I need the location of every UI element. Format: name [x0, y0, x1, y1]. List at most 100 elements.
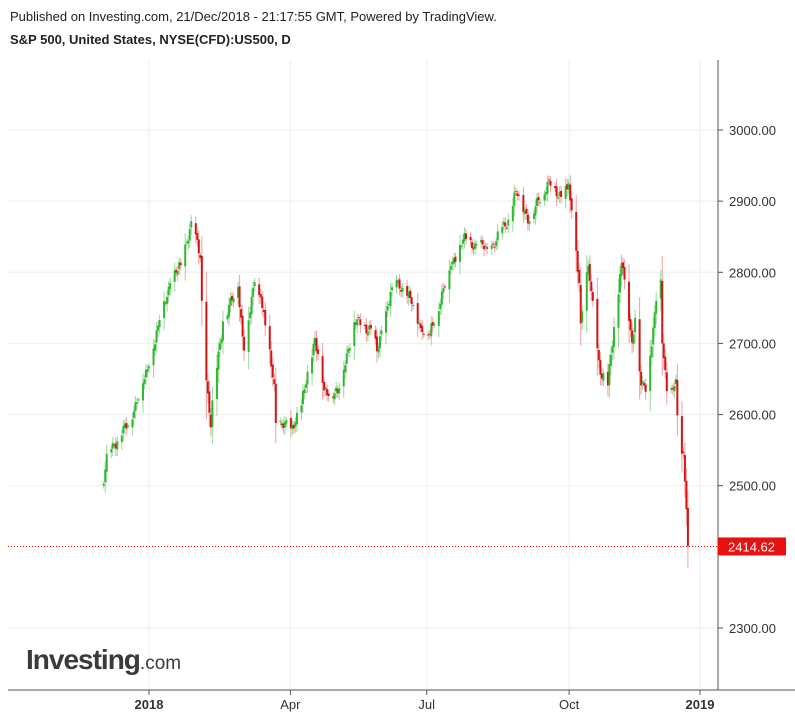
x-tick-label: 2019 — [686, 697, 715, 712]
candle-body — [190, 221, 193, 228]
candle-body — [628, 281, 631, 321]
candle-body — [270, 350, 273, 367]
candle-body — [564, 186, 567, 200]
candle-body — [484, 245, 487, 248]
candle-body — [211, 400, 214, 427]
candle-body — [600, 373, 603, 379]
candle-body — [585, 272, 588, 311]
candle-body — [475, 244, 478, 246]
candle-body — [526, 214, 529, 224]
candle-body — [259, 294, 262, 298]
candle-body — [620, 263, 623, 277]
candle-body — [354, 322, 357, 325]
candle-body — [247, 320, 250, 352]
candle-body — [454, 256, 457, 262]
candle-body — [104, 469, 107, 482]
candle-body — [241, 315, 244, 337]
logo-wordmark: Investing — [26, 644, 141, 675]
candle-body — [401, 287, 404, 292]
candle-body — [176, 270, 179, 275]
candle-body — [609, 354, 612, 366]
candle-body — [537, 196, 540, 201]
candle-body — [135, 402, 138, 404]
candle-body — [528, 221, 531, 225]
candle-body — [306, 371, 309, 385]
candle-body — [407, 291, 410, 298]
candle-body — [685, 481, 688, 510]
candle-body — [158, 320, 161, 328]
candle-body — [196, 233, 199, 240]
candle-body — [567, 183, 570, 190]
candle-body — [378, 336, 381, 348]
candle-body — [578, 269, 581, 283]
candle-body — [443, 286, 446, 288]
candle-body — [534, 206, 537, 216]
candle-body — [469, 236, 472, 241]
candle-body — [217, 351, 220, 370]
candle-body — [431, 322, 434, 326]
candle-body — [102, 483, 105, 486]
candle-body — [111, 442, 114, 449]
candle-body — [665, 372, 668, 392]
candle-body — [576, 250, 579, 272]
candle-body — [261, 296, 264, 309]
candle-body — [575, 211, 578, 251]
candle-body — [557, 196, 560, 199]
candle-body — [492, 243, 495, 245]
candle-body — [570, 198, 573, 211]
candle-body — [206, 381, 209, 394]
candle-body — [120, 435, 123, 443]
candle-body — [301, 391, 304, 405]
candle-body — [336, 389, 339, 394]
candle-body — [199, 255, 202, 259]
candle-body — [268, 326, 271, 350]
candle-body — [502, 221, 505, 225]
y-tick-label: 2700.00 — [729, 336, 776, 351]
candle-body — [300, 405, 303, 413]
candle-body — [659, 279, 662, 299]
candle-body — [249, 312, 252, 319]
investing-logo: Investing.com — [26, 644, 181, 676]
candle-body — [649, 355, 652, 392]
candle-body — [304, 384, 307, 388]
candle-body — [652, 327, 655, 345]
candle-body — [430, 323, 433, 337]
candle-body — [143, 379, 146, 384]
candle-body — [279, 421, 282, 423]
candle-body — [338, 388, 341, 394]
candle-body — [566, 184, 569, 190]
candle-body — [452, 258, 455, 264]
candle-body — [324, 387, 327, 390]
y-tick-label: 2600.00 — [729, 408, 776, 423]
candle-body — [347, 348, 350, 353]
candle-body — [671, 387, 674, 390]
candle-body — [511, 205, 514, 222]
candle-body — [427, 334, 430, 336]
x-tick-label: 2018 — [135, 697, 164, 712]
candle-body — [546, 181, 549, 194]
candle-body — [240, 309, 243, 318]
candle-body — [463, 233, 466, 241]
candle-body — [155, 330, 158, 343]
candle-body — [237, 287, 240, 298]
candle-body — [110, 449, 113, 453]
candle-body — [294, 422, 297, 427]
candle-body — [442, 288, 445, 293]
candle-body — [283, 421, 286, 428]
x-tick-label: Oct — [559, 697, 580, 712]
candle-body — [661, 281, 664, 344]
candle-body — [258, 284, 261, 296]
candle-body — [555, 186, 558, 197]
candle-body — [280, 423, 283, 425]
candle-body — [282, 423, 285, 428]
candle-body — [606, 371, 609, 386]
candle-body — [389, 291, 392, 306]
candle-body — [644, 384, 647, 392]
symbol-title: S&P 500, United States, NYSE(CFD):US500,… — [10, 32, 291, 47]
candle-body — [326, 389, 329, 396]
candle-body — [200, 256, 203, 301]
candle-body — [493, 246, 496, 248]
candle-body — [126, 425, 129, 427]
candle-body — [152, 348, 155, 366]
